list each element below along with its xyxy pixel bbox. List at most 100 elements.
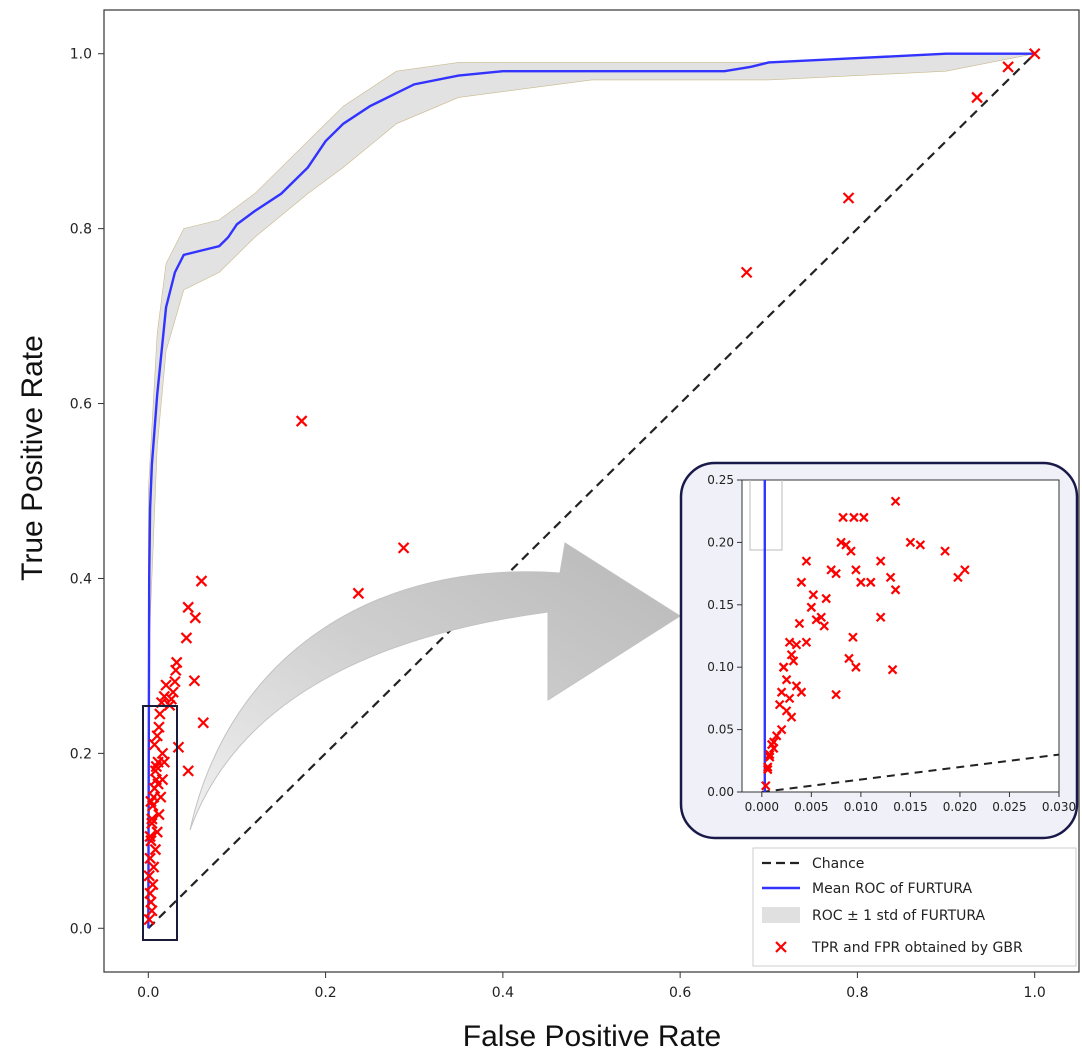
gbr-marker bbox=[153, 808, 165, 821]
legend-mean-roc-label: Mean ROC of FURTURA bbox=[812, 881, 972, 897]
gbr-marker bbox=[144, 852, 156, 865]
y-tick-label: 0.2 bbox=[70, 746, 92, 762]
inset-gbr-marker bbox=[786, 649, 797, 660]
chance-line bbox=[147, 52, 1036, 930]
y-tick-label: 0.0 bbox=[70, 921, 92, 937]
inset-gbr-marker bbox=[848, 632, 858, 643]
y-tick-label: 0.6 bbox=[70, 397, 92, 413]
inset-x-tick-label: 0.015 bbox=[893, 800, 927, 814]
inset-gbr-marker bbox=[866, 577, 876, 588]
inset-gbr-marker bbox=[808, 590, 819, 600]
inset-gbr-marker bbox=[788, 656, 799, 666]
inset-gbr-marker bbox=[776, 724, 787, 735]
inset-gbr-marker bbox=[844, 653, 854, 664]
gbr-marker bbox=[143, 913, 155, 926]
gbr-marker bbox=[158, 690, 171, 703]
gbr-marker bbox=[182, 601, 194, 614]
zoom-box bbox=[142, 705, 178, 941]
zoom-arrow bbox=[189, 542, 681, 831]
gbr-marker bbox=[160, 679, 172, 691]
legend-gbr-marker bbox=[775, 941, 787, 953]
x-tick-label: 0.6 bbox=[669, 985, 691, 1001]
legend-gbr-label: TPR and FPR obtained by GBR bbox=[811, 940, 1023, 956]
gbr-marker bbox=[158, 756, 171, 768]
gbr-marker bbox=[144, 830, 156, 843]
inset-gbr-marker bbox=[762, 762, 773, 772]
x-tick-label: 0.4 bbox=[492, 985, 514, 1001]
gbr-marker bbox=[147, 861, 160, 873]
inset-gbr-marker bbox=[859, 512, 869, 523]
inset-gbr-marker bbox=[875, 556, 886, 566]
std-band bbox=[148, 53, 1035, 666]
inset-x-tick-label: 0.020 bbox=[943, 800, 977, 814]
x-axis-title: False Positive Rate bbox=[463, 1020, 721, 1053]
mean-roc-line bbox=[147, 52, 1035, 929]
inset-gbr-marker bbox=[784, 637, 795, 648]
inset-gbr-marker bbox=[836, 537, 846, 548]
inset-gbr-marker bbox=[915, 540, 926, 550]
inset-gbr-marker bbox=[791, 681, 802, 691]
inset-plot-frame bbox=[741, 479, 1060, 793]
main-ticks: 0.0 0.2 0.4 0.6 0.8 1.0 0.0 0.2 0.4 0.6 0.8 1.0 bbox=[70, 47, 1046, 1001]
inset-y-tick-label: 0.15 bbox=[707, 598, 734, 612]
gbr-marker bbox=[195, 575, 208, 587]
inset-gbr-marker bbox=[953, 572, 963, 583]
inset-x-tick-label: 0.010 bbox=[844, 800, 878, 814]
inset-gbr-marker bbox=[905, 537, 916, 548]
legend-frame bbox=[752, 847, 1077, 967]
gbr-marker bbox=[154, 791, 167, 803]
x-tick-label: 0.0 bbox=[137, 985, 159, 1001]
inset-gbr-marker bbox=[831, 689, 841, 700]
inset-gbr-marker bbox=[806, 602, 817, 613]
gbr-marker bbox=[146, 813, 158, 825]
inset-gbr-marker bbox=[764, 749, 775, 760]
inset-gbr-marker bbox=[816, 612, 827, 623]
y-tick-label: 1.0 bbox=[70, 47, 92, 63]
gbr-marker bbox=[180, 632, 193, 644]
gbr-markers bbox=[143, 47, 1041, 926]
gbr-marker bbox=[295, 415, 308, 427]
gbr-marker bbox=[182, 765, 194, 777]
inset-gbr-marker bbox=[846, 546, 856, 556]
gbr-marker bbox=[150, 760, 163, 773]
inset-ticks: 0.000 0.005 0.010 0.015 0.020 0.025 0.030 0.00 0… bbox=[707, 473, 1076, 814]
gbr-marker bbox=[143, 870, 155, 882]
legend: Chance Mean ROC of FURTURA ROC ± 1 std o… bbox=[752, 847, 1077, 967]
inset-gbr-marker bbox=[940, 546, 950, 556]
inset-gbr-marker bbox=[851, 662, 861, 672]
gbr-marker bbox=[146, 905, 158, 917]
gbr-marker bbox=[172, 741, 185, 754]
gbr-marker bbox=[148, 738, 161, 751]
inset-std-band-edge bbox=[749, 480, 783, 551]
inset-gbr-marker bbox=[821, 593, 831, 604]
inset-gbr-marker bbox=[849, 512, 859, 523]
gbr-marker bbox=[1028, 47, 1041, 60]
gbr-marker bbox=[151, 730, 163, 742]
inset-chance-line bbox=[761, 753, 1059, 792]
gbr-marker bbox=[352, 587, 365, 600]
y-tick-label: 0.4 bbox=[70, 571, 92, 587]
inset-gbr-marker bbox=[796, 577, 807, 588]
inset-gbr-marker bbox=[851, 565, 861, 575]
gbr-marker bbox=[169, 675, 181, 688]
gbr-marker bbox=[397, 542, 410, 554]
inset-y-tick-label: 0.10 bbox=[707, 660, 734, 674]
inset-y-tick-label: 0.20 bbox=[707, 535, 734, 549]
inset-gbr-marker bbox=[764, 752, 775, 762]
inset-gbr-marker bbox=[778, 662, 789, 672]
legend-chance-label: Chance bbox=[812, 856, 864, 872]
gbr-marker bbox=[151, 826, 163, 838]
y-axis-title: True Positive Rate bbox=[16, 335, 49, 581]
inset-gbr-marker bbox=[811, 614, 822, 625]
inset-gbr-marker bbox=[885, 572, 896, 583]
inset-gbr-marker bbox=[791, 639, 802, 650]
inset-gbr-marker bbox=[768, 737, 779, 747]
gbr-marker bbox=[740, 266, 753, 279]
inset-gbr-marker bbox=[781, 674, 792, 685]
inset-x-tick-label: 0.005 bbox=[794, 800, 828, 814]
inset-gbr-marker bbox=[875, 612, 886, 623]
inset-gbr-marker bbox=[819, 621, 829, 631]
gbr-marker bbox=[842, 192, 855, 204]
inset-y-tick-label: 0.05 bbox=[707, 723, 734, 737]
